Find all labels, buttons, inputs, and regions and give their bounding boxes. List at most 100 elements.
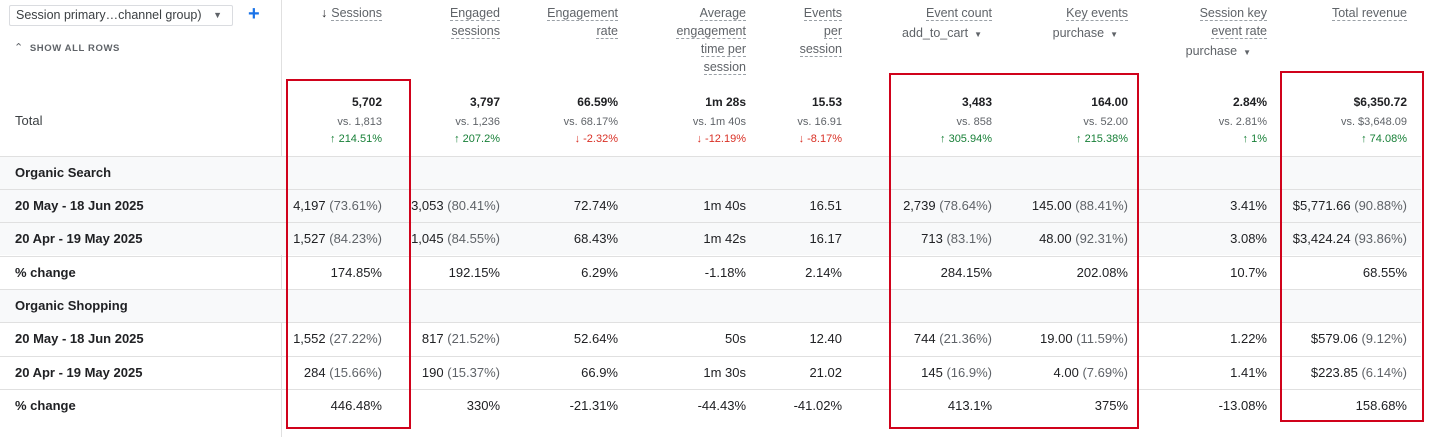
cell-value: 2.14%	[805, 265, 842, 280]
table-row[interactable]	[0, 322, 1421, 355]
column-header-line: Key events	[1008, 4, 1128, 22]
chevron-down-icon: ▼	[1110, 30, 1118, 39]
cell-value: $5,771.66	[1292, 198, 1351, 213]
total-value: 164.00	[1091, 95, 1128, 109]
table-cell: 4.00 (7.69%)	[1008, 365, 1128, 380]
table-cell: $579.06 (9.12%)	[1287, 331, 1407, 346]
total-change: ↓ -8.17%	[798, 133, 842, 145]
cell-share: (6.14%)	[1357, 365, 1407, 380]
cell-share: (15.66%)	[325, 365, 382, 380]
table-row[interactable]	[0, 356, 1421, 389]
column-header-4[interactable]: Events per session	[722, 4, 842, 58]
row-label: Organic Shopping	[15, 298, 128, 313]
table-cell: 2,739 (78.64%)	[872, 198, 992, 213]
column-header-3[interactable]: Average engagement time per session	[626, 4, 746, 76]
column-header-text: Engagement	[547, 6, 618, 21]
metric-filter-dropdown[interactable]: purchase ▼	[1131, 42, 1251, 62]
cell-value: 3,053	[411, 198, 444, 213]
column-header-line: engagement	[626, 22, 746, 40]
column-header-0[interactable]: ↓ Sessions	[262, 4, 382, 22]
column-header-text: Event count	[925, 6, 992, 21]
column-header-line: sessions	[380, 22, 500, 40]
table-row[interactable]	[0, 222, 1421, 255]
cell-value: 158.68%	[1355, 398, 1407, 413]
total-value: 2.84%	[1232, 95, 1267, 109]
cell-share: (15.37%)	[443, 365, 500, 380]
cell-share: (83.1%)	[942, 231, 992, 246]
column-header-text: Key events	[1066, 6, 1128, 21]
table-cell: 1,045 (84.55%)	[380, 231, 500, 246]
total-comparison: vs. $3,648.09	[1340, 116, 1407, 128]
table-cell: 1m 42s	[626, 231, 746, 246]
table-cell: 145.00 (88.41%)	[1008, 198, 1128, 213]
row-label: % change	[15, 398, 76, 413]
table-cell: 12.40	[722, 331, 842, 346]
table-cell: 6.29%	[498, 265, 618, 280]
sort-descending-icon[interactable]: ↓	[321, 6, 328, 20]
show-all-rows-button[interactable]: ⌃ SHOW ALL ROWS	[14, 41, 120, 54]
column-header-text: engagement	[676, 24, 746, 39]
cell-share: (21.52%)	[443, 331, 500, 346]
cell-share: (84.23%)	[325, 231, 382, 246]
table-cell: 72.74%	[498, 198, 618, 213]
cell-value: 52.64%	[573, 331, 618, 346]
total-comparison: vs. 16.91	[797, 116, 842, 128]
cell-share: (93.86%)	[1350, 231, 1407, 246]
cell-share: (21.36%)	[935, 331, 992, 346]
metric-filter-dropdown[interactable]: purchase ▼	[1008, 24, 1118, 44]
metric-filter-label: purchase	[1052, 26, 1105, 40]
chevron-down-icon: ▼	[1243, 48, 1251, 57]
row-label: 20 Apr - 19 May 2025	[15, 231, 143, 246]
total-comparison: vs. 52.00	[1083, 116, 1128, 128]
column-header-text: Sessions	[331, 6, 382, 21]
cell-value: 1m 40s	[703, 198, 746, 213]
cell-share: (80.41%)	[443, 198, 500, 213]
table-row[interactable]	[0, 389, 1421, 422]
cell-value: 3.41%	[1230, 198, 1267, 213]
column-header-line: ↓ Sessions	[262, 4, 382, 22]
column-header-5[interactable]: Event count add_to_cart ▼	[872, 4, 992, 44]
group-row[interactable]	[0, 156, 1421, 189]
metric-filter-dropdown[interactable]: add_to_cart ▼	[872, 24, 982, 44]
add-dimension-button[interactable]: +	[248, 3, 260, 25]
total-change: ↓ -2.32%	[574, 133, 618, 145]
cell-share: (88.41%)	[1071, 198, 1128, 213]
table-cell: 3.08%	[1147, 231, 1267, 246]
column-header-line: event rate	[1147, 22, 1267, 40]
column-header-7[interactable]: Session key event rate purchase ▼	[1147, 4, 1267, 62]
total-row-label: Total	[15, 113, 43, 128]
column-header-6[interactable]: Key events purchase ▼	[1008, 4, 1128, 44]
column-header-2[interactable]: Engagement rate	[498, 4, 618, 40]
cell-value: 1.22%	[1230, 331, 1267, 346]
table-cell: $223.85 (6.14%)	[1287, 365, 1407, 380]
cell-value: 1,552	[293, 331, 326, 346]
cell-value: 21.02	[809, 365, 842, 380]
total-comparison: vs. 1m 40s	[692, 116, 746, 128]
column-header-line: per	[722, 22, 842, 40]
cell-value: 145.00	[1031, 198, 1072, 213]
cell-value: 3.08%	[1230, 231, 1267, 246]
column-header-line: Event count	[872, 4, 992, 22]
total-value: 66.59%	[577, 95, 618, 109]
table-row[interactable]	[0, 256, 1421, 289]
group-row[interactable]	[0, 289, 1421, 322]
column-header-8[interactable]: Total revenue	[1287, 4, 1407, 22]
column-header-text: Average	[699, 6, 746, 21]
total-change: ↑ 1%	[1242, 133, 1267, 145]
cell-value: 192.15%	[448, 265, 500, 280]
table-cell: 817 (21.52%)	[380, 331, 500, 346]
cell-value: 817	[421, 331, 444, 346]
dimension-selector[interactable]: Session primary…channel group) ▼	[9, 5, 233, 26]
cell-value: 6.29%	[581, 265, 618, 280]
cell-value: 16.17	[809, 231, 842, 246]
cell-value: -1.18%	[704, 265, 746, 280]
table-cell: 1.22%	[1147, 331, 1267, 346]
column-header-1[interactable]: Engaged sessions	[380, 4, 500, 40]
table-cell: 192.15%	[380, 265, 500, 280]
table-cell: -44.43%	[626, 398, 746, 413]
cell-share: (11.59%)	[1072, 331, 1128, 346]
row-label: 20 Apr - 19 May 2025	[15, 365, 143, 380]
table-row[interactable]	[0, 189, 1421, 222]
table-cell: 190 (15.37%)	[380, 365, 500, 380]
column-header-line: Events	[722, 4, 842, 22]
